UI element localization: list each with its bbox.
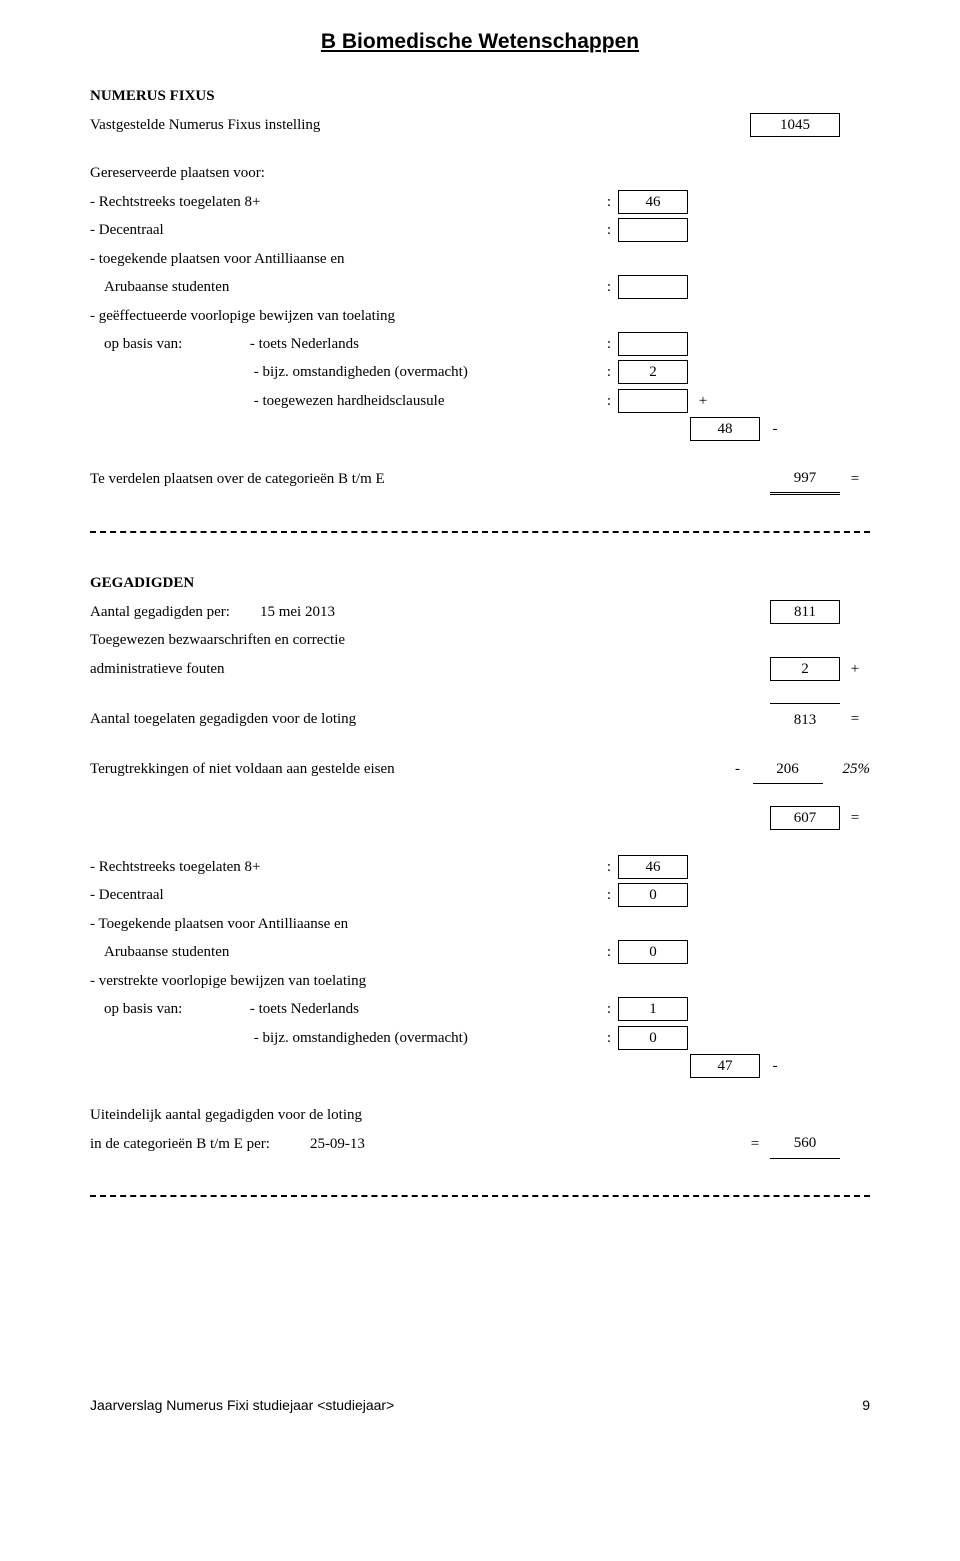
verstrekte-label: - verstrekte voorlopige bewijzen van toe…	[90, 967, 366, 996]
teverdelen-row: Te verdelen plaatsen over de categorieën…	[90, 464, 870, 496]
toegewezen-row2: administratieve fouten 2 +	[90, 655, 870, 684]
uiteindelijk-eq: =	[740, 1130, 770, 1159]
hardheid-op: +	[688, 387, 718, 416]
bijz-value-box: 2	[618, 360, 688, 384]
aantal-value-box: 811	[770, 600, 840, 624]
uiteindelijk-value: 560	[770, 1129, 840, 1159]
antilliaanse-label1: - toegekende plaatsen voor Antilliaanse …	[90, 245, 345, 274]
toetsnl2-label: - toets Nederlands	[250, 1001, 359, 1017]
verstrekte-row: - verstrekte voorlopige bewijzen van toe…	[90, 967, 870, 996]
footer-left: Jaarverslag Numerus Fixi studiejaar <stu…	[90, 1397, 394, 1413]
vastgestelde-label: Vastgestelde Numerus Fixus instelling	[90, 111, 320, 140]
bijz2-value-box: 0	[618, 1026, 688, 1050]
subtotal1-op: -	[760, 415, 790, 444]
hardheid-value-box	[618, 389, 688, 413]
toegelaten-row: Aantal toegelaten gegadigden voor de lot…	[90, 703, 870, 735]
opbasis2-label: op basis van:	[104, 1001, 182, 1017]
gegadigden-heading: GEGADIGDEN	[90, 569, 870, 598]
subtotal3-value-box: 47	[690, 1054, 760, 1078]
toegelaten-op: =	[840, 705, 870, 734]
aantal-date: 15 mei 2013	[260, 598, 335, 627]
numerusfixus-heading: NUMERUS FIXUS	[90, 82, 870, 111]
toegewezen-label2: administratieve fouten	[90, 655, 225, 684]
rechtstreeks2-row: - Rechtstreeks toegelaten 8+ : 46	[90, 853, 870, 882]
gereserveerde-label-row: Gereserveerde plaatsen voor:	[90, 159, 870, 188]
antilliaanse-label2: Arubaanse studenten	[90, 273, 600, 302]
bijz2-label: - bijz. omstandigheden (overmacht)	[254, 1030, 468, 1046]
geeffect-label: - geëffectueerde voorlopige bewijzen van…	[90, 302, 395, 331]
antilliaanse2-value-box: 0	[618, 940, 688, 964]
terug-row: Terugtrekkingen of niet voldaan aan gest…	[90, 755, 870, 785]
rechtstreeks2-label: - Rechtstreeks toegelaten 8+	[90, 853, 600, 882]
page: B Biomedische Wetenschappen NUMERUS FIXU…	[0, 0, 960, 1453]
uiteindelijk-label1: Uiteindelijk aantal gegadigden voor de l…	[90, 1101, 362, 1130]
teverdelen-op: =	[840, 465, 870, 494]
toegelaten-label: Aantal toegelaten gegadigden voor de lot…	[90, 705, 356, 734]
rechtstreeks-value-box: 46	[618, 190, 688, 214]
toegewezen-value-box: 2	[770, 657, 840, 681]
uiteindelijk-date: 25-09-13	[310, 1130, 365, 1159]
toegelaten-value: 813	[770, 703, 840, 735]
subtotal2-row: 607 =	[90, 804, 870, 833]
terug-value: 206	[753, 755, 823, 785]
rechtstreeks-label: - Rechtstreeks toegelaten 8+	[90, 188, 600, 217]
aantal-label: Aantal gegadigden per:	[90, 598, 230, 627]
toegewezen-row1: Toegewezen bezwaarschriften en correctie	[90, 626, 870, 655]
gegadigden-heading-text: GEGADIGDEN	[90, 569, 194, 598]
decentraal-value-box	[618, 218, 688, 242]
hardheid-label: - toegewezen hardheidsclausule	[254, 393, 445, 409]
subtotal3-op: -	[760, 1052, 790, 1081]
decentraal-label: - Decentraal	[90, 216, 600, 245]
subtotal1-value-box: 48	[690, 417, 760, 441]
separator-1	[90, 531, 870, 533]
page-footer: Jaarverslag Numerus Fixi studiejaar <stu…	[90, 1397, 870, 1413]
toegewezen-label1: Toegewezen bezwaarschriften en correctie	[90, 626, 345, 655]
antilliaanse-value-box	[618, 275, 688, 299]
toetsnl2-row: op basis van: - toets Nederlands : 1	[90, 995, 870, 1024]
bijz-row: - bijz. omstandigheden (overmacht) : 2	[90, 358, 870, 387]
subtotal2-value-box: 607	[770, 806, 840, 830]
antilliaanse2-label2: Arubaanse studenten	[90, 938, 600, 967]
hardheid-row: - toegewezen hardheidsclausule : +	[90, 387, 870, 416]
heading-text: NUMERUS FIXUS	[90, 82, 215, 111]
subtotal1-row: 48 -	[90, 415, 870, 444]
bijz-label: - bijz. omstandigheden (overmacht)	[254, 364, 468, 380]
decentraal2-row: - Decentraal : 0	[90, 881, 870, 910]
page-title: B Biomedische Wetenschappen	[90, 30, 870, 54]
uiteindelijk-row1: Uiteindelijk aantal gegadigden voor de l…	[90, 1101, 870, 1130]
vastgestelde-value-box: 1045	[750, 113, 840, 137]
opbasis-label: op basis van:	[104, 336, 182, 352]
antilliaanse2-row2: Arubaanse studenten : 0	[90, 938, 870, 967]
geeffect-row: - geëffectueerde voorlopige bewijzen van…	[90, 302, 870, 331]
vastgestelde-row: Vastgestelde Numerus Fixus instelling 10…	[90, 111, 870, 140]
bijz2-row: - bijz. omstandigheden (overmacht) : 0	[90, 1024, 870, 1053]
rechtstreeks-row: - Rechtstreeks toegelaten 8+ : 46	[90, 188, 870, 217]
antilliaanse-row1: - toegekende plaatsen voor Antilliaanse …	[90, 245, 870, 274]
toetsnl2-value-box: 1	[618, 997, 688, 1021]
gereserveerde-label: Gereserveerde plaatsen voor:	[90, 159, 265, 188]
terug-pct: 25%	[843, 755, 871, 784]
antilliaanse2-label1: - Toegekende plaatsen voor Antilliaanse …	[90, 910, 348, 939]
toetsnl-value-box	[618, 332, 688, 356]
subtotal2-op: =	[840, 804, 870, 833]
decentraal2-value-box: 0	[618, 883, 688, 907]
rechtstreeks2-value-box: 46	[618, 855, 688, 879]
subtotal3-row: 47 -	[90, 1052, 870, 1081]
teverdelen-value: 997	[770, 464, 840, 496]
terug-label: Terugtrekkingen of niet voldaan aan gest…	[90, 755, 395, 784]
uiteindelijk-row2: in de categorieën B t/m E per: 25-09-13 …	[90, 1129, 870, 1159]
separator-2	[90, 1195, 870, 1197]
teverdelen-label: Te verdelen plaatsen over de categorieën…	[90, 465, 385, 494]
toegewezen-op: +	[840, 655, 870, 684]
terug-minus: -	[723, 755, 753, 784]
antilliaanse2-row1: - Toegekende plaatsen voor Antilliaanse …	[90, 910, 870, 939]
aantal-row: Aantal gegadigden per: 15 mei 2013 811	[90, 598, 870, 627]
decentraal2-label: - Decentraal	[90, 881, 600, 910]
toetsnl-label: - toets Nederlands	[250, 336, 359, 352]
antilliaanse-row2: Arubaanse studenten :	[90, 273, 870, 302]
decentraal-row: - Decentraal :	[90, 216, 870, 245]
uiteindelijk-label2: in de categorieën B t/m E per:	[90, 1130, 270, 1159]
footer-right: 9	[862, 1397, 870, 1413]
